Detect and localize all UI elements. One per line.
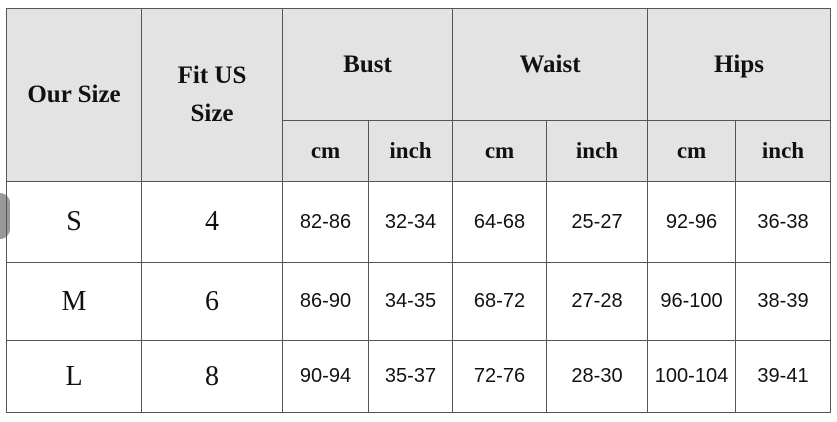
value-cell: 32-34 <box>368 181 453 263</box>
us-size-cell: 6 <box>141 262 283 341</box>
value-cell: 39-41 <box>735 340 831 413</box>
unit-header: inch <box>735 120 831 182</box>
table-row: S 4 82-86 32-34 64-68 25-27 92-96 36-38 <box>6 181 831 263</box>
table-row: L 8 90-94 35-37 72-76 28-30 100-104 39-4… <box>6 340 831 413</box>
value-cell: 35-37 <box>368 340 453 413</box>
value-cell: 86-90 <box>282 262 369 341</box>
unit-header: inch <box>368 120 453 182</box>
value-cell: 28-30 <box>546 340 648 413</box>
carousel-prev-tab[interactable] <box>0 193 10 239</box>
unit-header: cm <box>282 120 369 182</box>
value-cell: 64-68 <box>452 181 547 263</box>
value-cell: 27-28 <box>546 262 648 341</box>
unit-header: cm <box>452 120 547 182</box>
unit-header: inch <box>546 120 648 182</box>
table-row: M 6 86-90 34-35 68-72 27-28 96-100 38-39 <box>6 262 831 341</box>
value-cell: 68-72 <box>452 262 547 341</box>
header-waist: Waist <box>452 8 648 121</box>
size-chart-table: Our Size Fit US Size Bust Waist Hips cm … <box>6 8 831 413</box>
value-cell: 82-86 <box>282 181 369 263</box>
size-cell: S <box>6 181 142 263</box>
value-cell: 36-38 <box>735 181 831 263</box>
value-cell: 25-27 <box>546 181 648 263</box>
header-our-size: Our Size <box>6 8 142 182</box>
us-size-cell: 4 <box>141 181 283 263</box>
header-hips: Hips <box>647 8 831 121</box>
value-cell: 38-39 <box>735 262 831 341</box>
value-cell: 92-96 <box>647 181 736 263</box>
unit-header: cm <box>647 120 736 182</box>
us-size-cell: 8 <box>141 340 283 413</box>
value-cell: 72-76 <box>452 340 547 413</box>
header-bust: Bust <box>282 8 453 121</box>
value-cell: 34-35 <box>368 262 453 341</box>
size-cell: M <box>6 262 142 341</box>
value-cell: 90-94 <box>282 340 369 413</box>
value-cell: 100-104 <box>647 340 736 413</box>
size-cell: L <box>6 340 142 413</box>
value-cell: 96-100 <box>647 262 736 341</box>
header-fit-us-size: Fit US Size <box>141 8 283 182</box>
